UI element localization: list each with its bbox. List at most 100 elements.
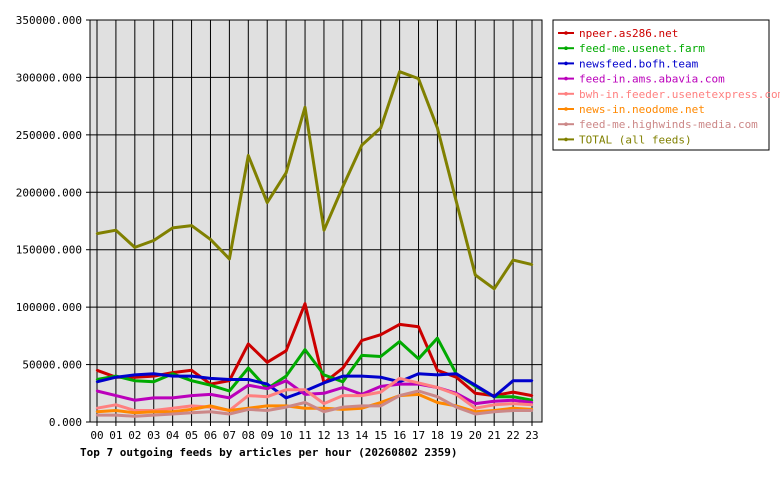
y-axis-ticks: 0.000 50000.000 100000.000 150000.000 200000… (16, 14, 90, 429)
x-axis-ticks: 00 01 02 03 04 05 06 07 08 09 10 11 12 13 14 15 16 17 18 19… (90, 422, 539, 442)
data-point (417, 77, 420, 80)
data-point (360, 143, 363, 147)
series-line (97, 389, 532, 418)
data-point (511, 395, 515, 398)
data-point (417, 389, 420, 393)
data-point (474, 273, 477, 277)
legend-marker (564, 31, 568, 35)
data-point (247, 154, 250, 157)
data-point (303, 407, 307, 410)
series-5 (95, 376, 534, 412)
series-line (96, 302, 533, 398)
data-point (133, 373, 137, 377)
data-point (209, 393, 212, 396)
data-point (398, 323, 401, 326)
data-point (152, 396, 155, 400)
x-tick-label: 03 (147, 429, 160, 442)
data-point (284, 171, 288, 174)
data-point (398, 394, 401, 397)
data-point (322, 392, 326, 395)
data-point (133, 398, 137, 402)
data-point (209, 384, 212, 387)
data-point (492, 400, 496, 403)
data-point (398, 70, 401, 73)
data-point (360, 407, 363, 410)
data-point (209, 238, 212, 241)
x-tick-label: 19 (450, 429, 463, 442)
data-point (492, 395, 496, 398)
x-tick-label: 10 (280, 429, 293, 442)
series-line (96, 376, 533, 412)
data-point (474, 392, 477, 395)
data-point (398, 382, 401, 386)
x-tick-label: 13 (336, 429, 349, 442)
chart-title: Top 7 outgoing feeds by articles per hou… (80, 446, 458, 459)
data-point (341, 366, 345, 370)
legend-label: newsfeed.bofh.team (579, 57, 699, 70)
legend-marker (564, 137, 568, 142)
data-point (171, 226, 174, 230)
data-point (379, 376, 382, 379)
data-point (379, 385, 382, 388)
data-point (322, 407, 326, 410)
data-point (492, 403, 496, 406)
data-point (284, 396, 288, 400)
series-3 (95, 372, 534, 400)
data-point (322, 410, 326, 413)
x-tick-label: 12 (317, 429, 330, 442)
data-point (436, 386, 439, 389)
y-tick-label: 350000.000 (16, 14, 82, 27)
data-point (417, 372, 420, 375)
data-point (266, 395, 269, 398)
data-point (171, 374, 174, 378)
x-tick-label: 02 (128, 429, 141, 442)
data-point (398, 380, 401, 383)
data-point (530, 379, 534, 382)
legend-label: bwh-in.feeder.usenetexpress.com (579, 88, 780, 101)
legend-label: news-in.neodome.net (579, 103, 705, 116)
data-point (360, 404, 363, 408)
data-point (266, 382, 269, 386)
data-point (492, 287, 496, 290)
data-point (266, 409, 269, 412)
data-point (492, 410, 496, 413)
data-point (95, 389, 99, 393)
data-point (511, 258, 515, 262)
data-point (530, 394, 534, 397)
x-tick-label: 08 (242, 429, 255, 442)
legend: npeer.as286.net feed-me.usenet.farm newsfe… (552, 19, 780, 151)
data-point (322, 373, 326, 377)
data-point (379, 404, 382, 408)
data-point (360, 354, 363, 357)
data-point (95, 378, 99, 381)
x-tick-label: 00 (90, 429, 103, 442)
data-point (266, 201, 269, 204)
data-point (341, 405, 345, 409)
data-point (190, 379, 193, 382)
data-point (95, 232, 99, 235)
data-point (209, 410, 212, 413)
data-point (133, 246, 137, 249)
data-point (530, 409, 534, 412)
data-point (171, 396, 174, 400)
data-point (152, 413, 155, 417)
x-tick-label: 20 (469, 429, 482, 442)
legend-item: bwh-in.feeder.usenetexpress.com (558, 88, 780, 101)
data-point (398, 340, 401, 343)
data-point (322, 381, 326, 385)
legend-marker (564, 46, 568, 50)
data-point (436, 401, 439, 404)
data-point (398, 377, 401, 380)
data-point (284, 388, 288, 392)
series-lines (95, 70, 534, 418)
data-point (530, 401, 534, 404)
data-point (511, 390, 515, 394)
data-point (530, 398, 534, 402)
data-point (474, 384, 477, 387)
legend-label: feed-in.ams.abavia.com (579, 73, 725, 86)
data-point (133, 409, 137, 412)
y-tick-label: 150000.000 (16, 244, 82, 257)
data-point (228, 412, 231, 416)
data-point (474, 412, 477, 416)
data-point (152, 374, 155, 378)
